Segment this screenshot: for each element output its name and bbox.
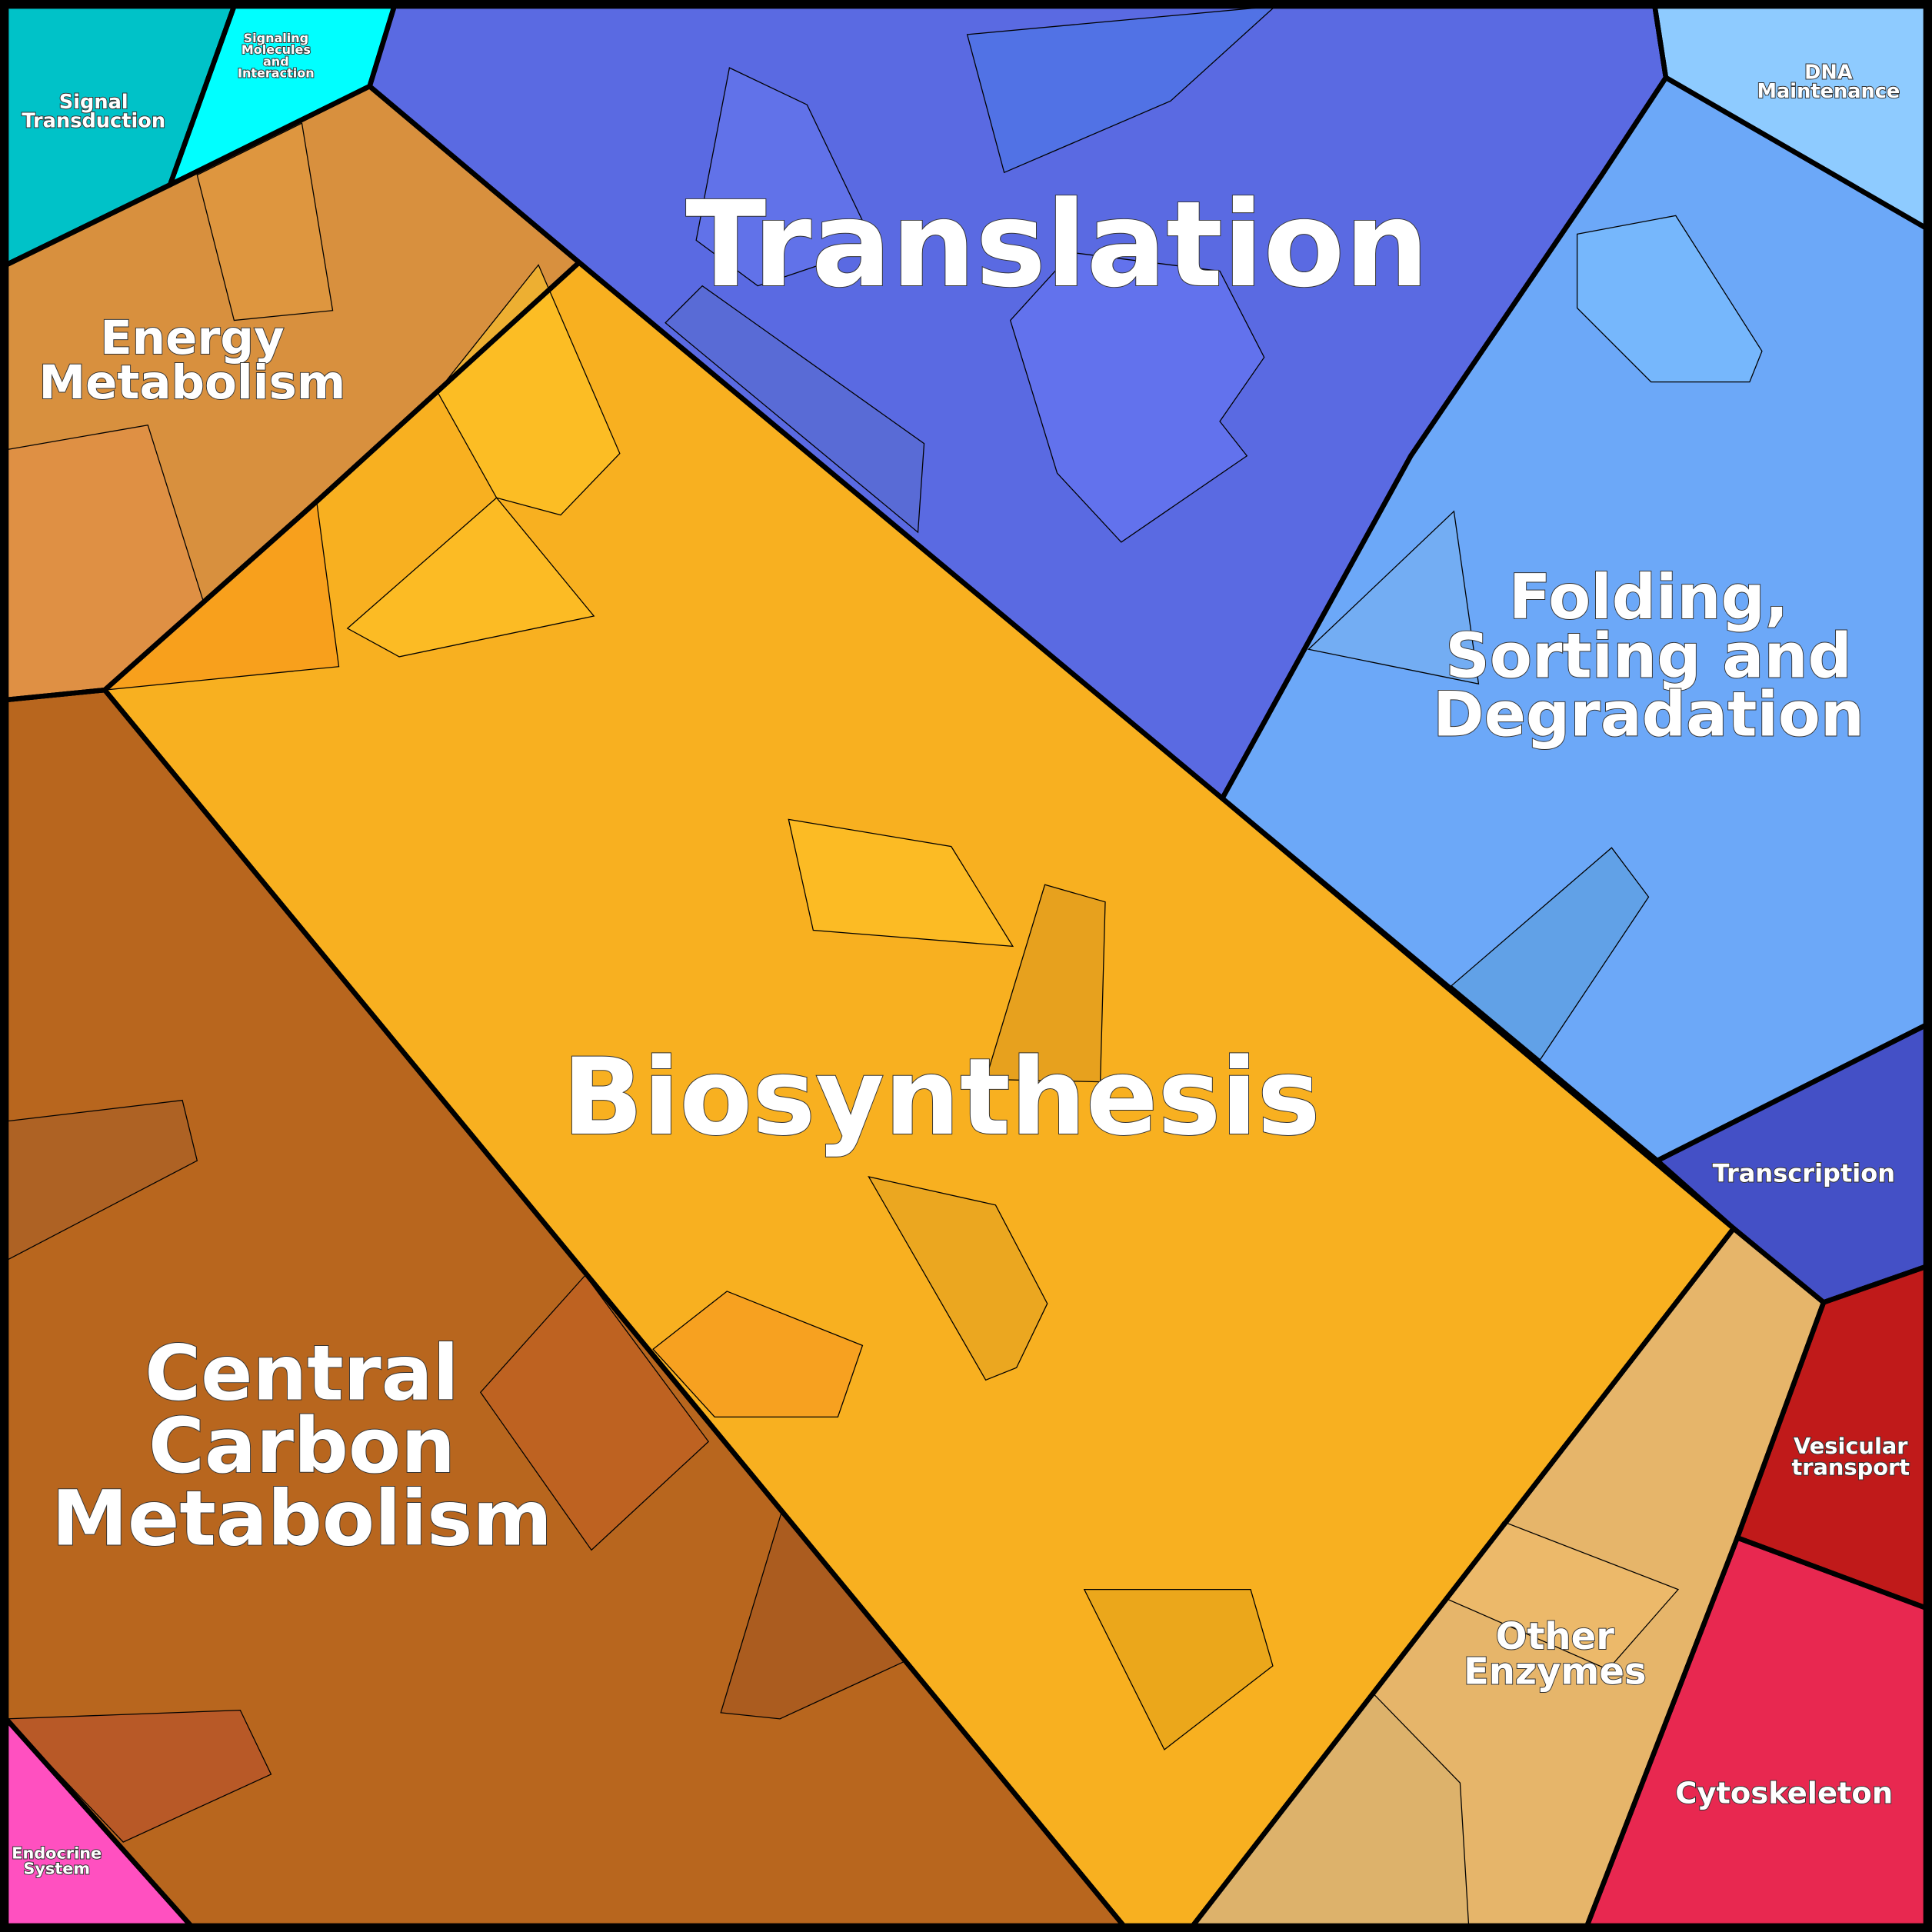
- label-line: Sorting and: [1445, 620, 1852, 691]
- label-central-carbon: Central Carbon Metabolism: [52, 1330, 552, 1564]
- label-endocrine: Endocrine System: [12, 1844, 102, 1877]
- subcell-biosynthesis: [984, 884, 1106, 1083]
- label-biosynthesis: Biosynthesis: [562, 1036, 1320, 1159]
- label-dna-maintenance: DNA Maintenance: [1757, 62, 1900, 103]
- subcell-folding: [1307, 510, 1480, 685]
- subcell-biosynthesis: [1083, 1588, 1274, 1750]
- region-outline: [101, 258, 1737, 1929]
- label-line: Signaling: [244, 31, 309, 45]
- label-energy-metabolism: Energy Metabolism: [39, 311, 346, 410]
- label-line: Transduction: [22, 109, 165, 132]
- label-line: Endocrine: [12, 1844, 102, 1862]
- subcell-biosynthesis: [346, 497, 595, 658]
- label-line: Degradation: [1433, 678, 1864, 750]
- subcell-translation: [695, 67, 876, 287]
- label-cytoskeleton: Cytoskeleton: [1675, 1776, 1893, 1810]
- label-line: Biosynthesis: [562, 1036, 1320, 1159]
- subcell-central-carbon: [479, 1274, 710, 1551]
- label-line: Central: [145, 1330, 458, 1418]
- label-translation: Translation: [685, 176, 1428, 314]
- label-line: Signal: [59, 91, 128, 114]
- subcell-folding: [1451, 847, 1650, 1061]
- label-line: Metabolism: [39, 355, 346, 410]
- label-line: Vesicular: [1794, 1433, 1908, 1459]
- subcell-energy-metabolism: [196, 122, 334, 321]
- label-signal-transduction: Signal Transduction: [22, 91, 165, 132]
- label-folding: Folding, Sorting and Degradation: [1433, 561, 1864, 750]
- label-signaling-molecules: Signaling Molecules and Interaction: [238, 31, 315, 81]
- label-line: Cytoskeleton: [1675, 1776, 1893, 1810]
- subcell-central-carbon: [5, 1709, 272, 1843]
- subcell-translation: [665, 285, 925, 534]
- region-outline: [3, 687, 1129, 1929]
- label-line: Energy: [100, 311, 284, 365]
- label-vesicular-transport: Vesicular transport: [1791, 1433, 1910, 1480]
- subcell-folding: [1576, 215, 1763, 383]
- subcell-biosynthesis: [652, 1291, 864, 1417]
- label-other-enzymes: Other Enzymes: [1464, 1615, 1647, 1694]
- label-line: Carbon: [148, 1402, 455, 1491]
- label-transcription: Transcription: [1713, 1158, 1895, 1188]
- label-line: Enzymes: [1464, 1651, 1647, 1694]
- label-line: Interaction: [238, 66, 315, 81]
- label-line: and: [263, 54, 289, 68]
- label-line: Translation: [685, 176, 1428, 314]
- label-line: Transcription: [1713, 1158, 1895, 1188]
- label-line: Metabolism: [52, 1474, 552, 1563]
- region-outline: [3, 1712, 197, 1929]
- subcell-translation: [1009, 251, 1265, 543]
- subcell-biosynthesis: [436, 264, 621, 516]
- label-line: DNA: [1804, 62, 1853, 85]
- subcell-biosynthesis: [868, 1176, 1048, 1381]
- label-line: transport: [1791, 1454, 1910, 1480]
- label-line: Other: [1496, 1615, 1615, 1658]
- label-line: Molecules: [242, 42, 311, 57]
- label-line: Maintenance: [1757, 80, 1900, 103]
- subcell-biosynthesis: [788, 818, 1014, 948]
- label-line: System: [23, 1859, 90, 1877]
- label-line: Folding,: [1509, 561, 1789, 633]
- subcell-translation: [966, 5, 1277, 174]
